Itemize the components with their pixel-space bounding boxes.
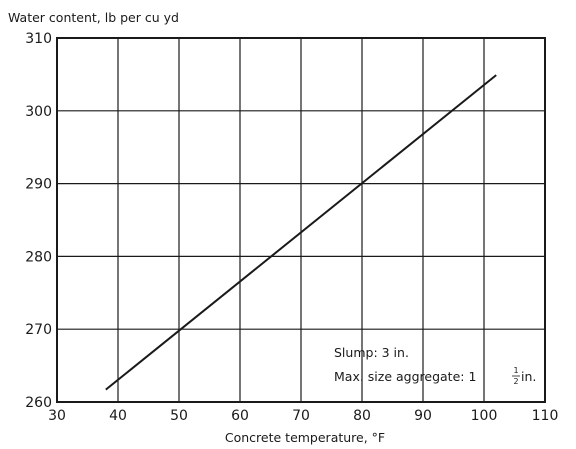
y-tick-labels: 260 270 280 290 300 310 bbox=[25, 31, 52, 411]
x-tick-label: 100 bbox=[471, 408, 498, 424]
x-tick-label: 30 bbox=[48, 408, 66, 424]
series-line-0 bbox=[105, 74, 497, 391]
x-tick-labels: 30 40 50 60 70 80 90 100 110 bbox=[48, 408, 558, 424]
grid bbox=[56, 37, 546, 403]
series-group bbox=[105, 74, 497, 391]
y-tick-label: 270 bbox=[25, 322, 52, 338]
x-tick-label: 50 bbox=[170, 408, 188, 424]
x-tick-label: 90 bbox=[414, 408, 432, 424]
x-tick-label: 80 bbox=[353, 408, 371, 424]
y-axis-title: Water content, lb per cu yd bbox=[8, 10, 179, 25]
annotation-aggregate: Max. size aggregate: 1 bbox=[334, 369, 476, 384]
x-tick-label: 70 bbox=[292, 408, 310, 424]
y-tick-label: 300 bbox=[25, 104, 52, 120]
x-tick-label: 110 bbox=[532, 408, 559, 424]
plot-frame bbox=[56, 37, 546, 403]
annotation-box: Slump: 3 in. Max. size aggregate: 1 1 2 … bbox=[334, 345, 536, 386]
x-axis-title: Concrete temperature, °F bbox=[225, 430, 385, 445]
x-tick-label: 60 bbox=[231, 408, 249, 424]
fraction-numerator: 1 bbox=[513, 366, 518, 375]
y-tick-label: 280 bbox=[25, 249, 52, 265]
y-tick-label: 290 bbox=[25, 177, 52, 193]
x-tick-label: 40 bbox=[109, 408, 127, 424]
y-tick-label: 260 bbox=[25, 395, 52, 411]
annotation-slump: Slump: 3 in. bbox=[334, 345, 409, 360]
y-tick-label: 310 bbox=[25, 31, 52, 47]
fraction-denominator: 2 bbox=[513, 377, 518, 386]
annotation-aggregate-suffix: in. bbox=[521, 369, 536, 384]
